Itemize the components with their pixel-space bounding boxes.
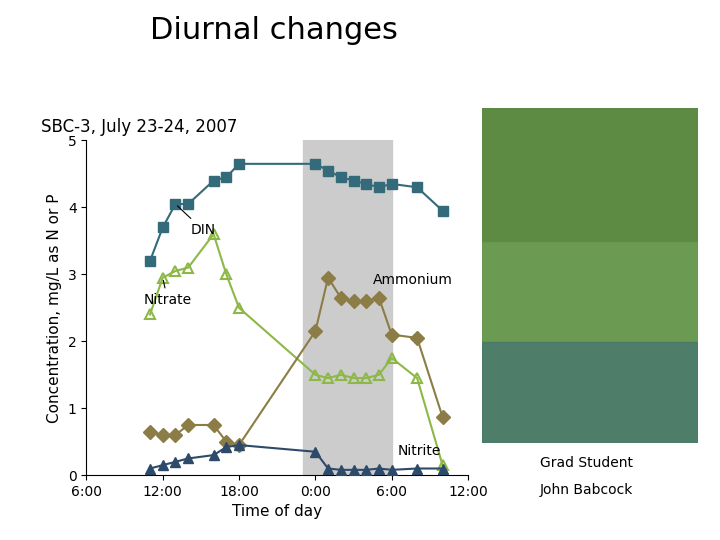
Text: Nitrate: Nitrate bbox=[143, 280, 192, 307]
Text: Diurnal changes: Diurnal changes bbox=[150, 16, 397, 45]
Y-axis label: Concentration, mg/L as N or P: Concentration, mg/L as N or P bbox=[48, 193, 62, 422]
Text: SBC-3, July 23-24, 2007: SBC-3, July 23-24, 2007 bbox=[40, 118, 237, 136]
Text: Grad Student: Grad Student bbox=[540, 456, 634, 470]
Bar bbox=[482, 108, 698, 242]
Text: Nitrite: Nitrite bbox=[398, 444, 441, 458]
Text: John Babcock: John Babcock bbox=[540, 483, 634, 497]
Bar bbox=[302, 140, 392, 475]
Bar bbox=[482, 342, 698, 443]
Text: Ammonium: Ammonium bbox=[373, 273, 452, 287]
Bar bbox=[482, 242, 698, 342]
Text: DIN: DIN bbox=[177, 206, 216, 237]
X-axis label: Time of day: Time of day bbox=[232, 504, 323, 519]
